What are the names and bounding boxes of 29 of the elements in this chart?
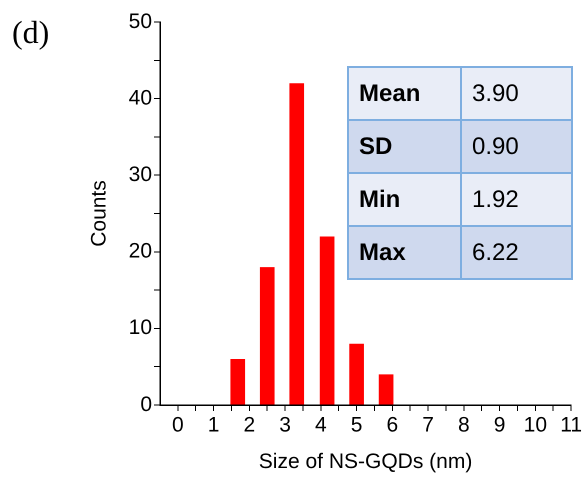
x-tick-label: 6: [386, 413, 398, 436]
y-tick-label: 30: [128, 162, 152, 186]
annotation: SD: [348, 120, 461, 173]
x-tick-label: 0: [172, 413, 184, 436]
x-axis-title: Size of NS-GQDs (nm): [258, 450, 472, 474]
annotation: 0.90: [461, 120, 572, 173]
annotation: Mean: [348, 67, 461, 120]
y-tick-label: 20: [128, 240, 152, 263]
x-tick-label: 2: [244, 413, 256, 436]
annotation: Max: [348, 226, 461, 279]
annotation: 1.92: [461, 173, 572, 226]
y-tick-label: 50: [128, 10, 152, 33]
annotation: Min: [348, 173, 461, 226]
annotation: 6.22: [461, 226, 572, 279]
x-tick-label: 8: [458, 413, 470, 436]
x-tick-label: 5: [350, 413, 362, 436]
y-tick-label: 0: [140, 392, 152, 416]
x-tick-label: 10: [524, 413, 548, 436]
x-tick-label: 3: [279, 413, 291, 436]
x-tick-label: 7: [422, 413, 434, 436]
annotation: 3.90: [461, 67, 572, 120]
x-tick-label: 11: [560, 413, 582, 436]
y-axis-title: Counts: [87, 180, 110, 247]
x-tick-label: 1: [208, 413, 220, 436]
y-tick-label: 10: [128, 316, 152, 340]
x-tick-label: 9: [494, 413, 506, 436]
text: (d): [12, 14, 50, 51]
y-tick-label: 40: [128, 86, 152, 110]
x-tick-label: 4: [315, 413, 328, 436]
